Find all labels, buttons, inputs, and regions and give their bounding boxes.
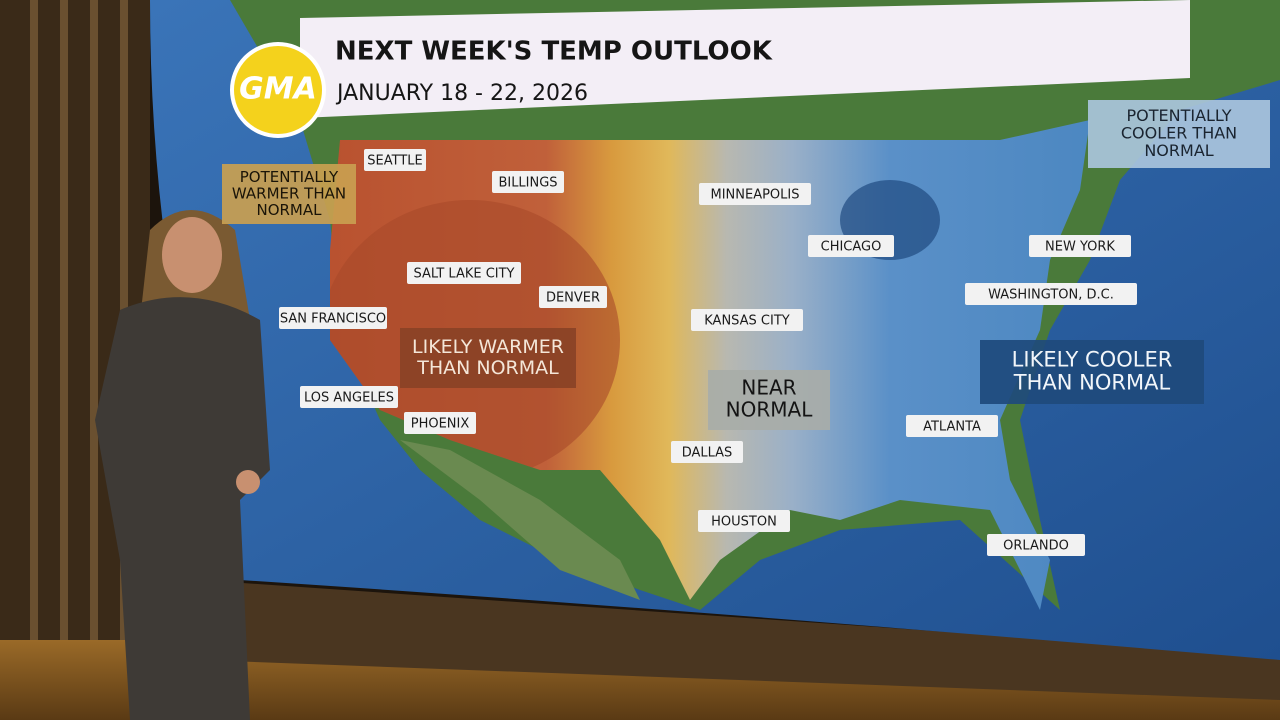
mexico-land — [400, 440, 640, 600]
city-label: PHOENIX — [411, 417, 470, 432]
region-label-line: NORMAL — [726, 398, 814, 422]
city-label: LOS ANGELES — [304, 391, 394, 406]
city-label: ATLANTA — [923, 420, 981, 435]
city-label-box — [404, 412, 476, 434]
region-label-line: NORMAL — [256, 201, 322, 219]
city-label-box — [671, 441, 743, 463]
city-label: SEATTLE — [367, 154, 422, 169]
city-label: BILLINGS — [498, 176, 557, 191]
region-label-line: THAN NORMAL — [1013, 371, 1171, 395]
city-label-box — [691, 309, 803, 331]
city-label: ORLANDO — [1003, 539, 1069, 554]
city-label: DALLAS — [682, 446, 733, 461]
city-label-box — [492, 171, 564, 193]
city-label-box — [279, 307, 387, 329]
header-banner — [230, 0, 1190, 138]
header-title: NEXT WEEK'S TEMP OUTLOOK — [335, 37, 773, 67]
region-label-box — [222, 164, 356, 224]
region-label-box — [708, 370, 830, 430]
region-label-line: LIKELY COOLER — [1012, 347, 1173, 371]
city-label: WASHINGTON, D.C. — [988, 288, 1114, 303]
region-label-line: LIKELY WARMER — [412, 336, 564, 358]
city-label-box — [987, 534, 1085, 556]
city-label-box — [906, 415, 998, 437]
city-label-box — [1029, 235, 1131, 257]
screen-base-slats — [200, 580, 1280, 700]
city-label: MINNEAPOLIS — [710, 188, 799, 203]
city-label-box — [965, 283, 1137, 305]
region-label-line: NEAR — [741, 376, 796, 400]
logo: GMA — [239, 72, 317, 107]
city-label-box — [808, 235, 894, 257]
region-label-box — [980, 340, 1204, 404]
city-label: SAN FRANCISCO — [280, 312, 386, 327]
region-label-line: WARMER THAN — [232, 185, 346, 203]
city-label: CHICAGO — [821, 240, 882, 255]
map-labels: SEATTLE BILLINGS MINNEAPOLIS CHICAGO NEW YOR… — [222, 100, 1270, 556]
city-label-box — [699, 183, 811, 205]
region-label-box — [1088, 100, 1270, 168]
region-label-line: NORMAL — [1144, 141, 1213, 160]
region-label-line: POTENTIALLY — [240, 168, 339, 186]
presenter — [95, 210, 270, 720]
header-subtitle: JANUARY 18 - 22, 2026 — [335, 81, 588, 106]
city-label-box — [364, 149, 426, 171]
city-label-box — [300, 386, 398, 408]
city-label: DENVER — [546, 291, 600, 306]
city-label: NEW YORK — [1045, 240, 1115, 255]
city-label-box — [698, 510, 790, 532]
region-label-line: COOLER THAN — [1121, 124, 1237, 143]
city-label-box — [407, 262, 521, 284]
region-label-line: THAN NORMAL — [416, 357, 559, 379]
city-label: SALT LAKE CITY — [413, 267, 514, 282]
region-label-box — [400, 328, 576, 388]
city-label-box — [539, 286, 607, 308]
city-label: HOUSTON — [711, 515, 777, 530]
region-label-line: POTENTIALLY — [1126, 106, 1231, 125]
city-label: KANSAS CITY — [704, 314, 790, 329]
